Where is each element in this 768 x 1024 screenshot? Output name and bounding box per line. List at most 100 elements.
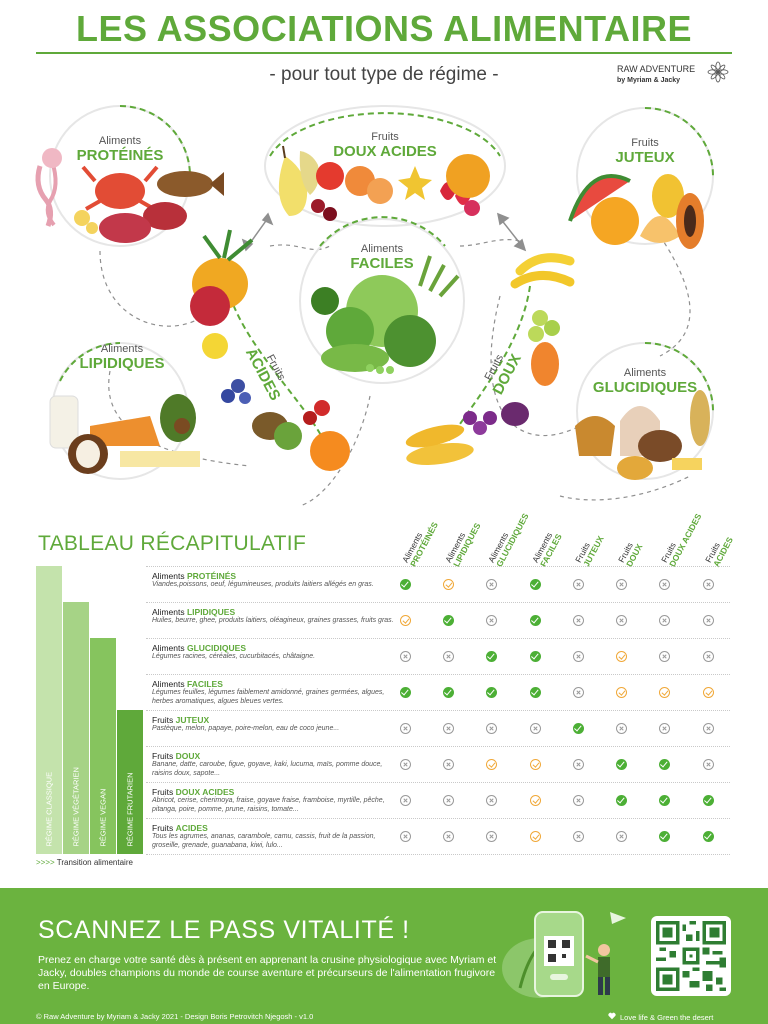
caution-check-icon xyxy=(486,759,497,770)
row-name-big: PROTÉINÉS xyxy=(186,571,237,581)
group-lipidiques-small: Aliments xyxy=(100,343,144,355)
cross-icon xyxy=(486,795,497,806)
row-description: Banane, datte, caroube, figue, goyave, k… xyxy=(152,761,383,777)
group-label-juteux: Fruits JUTEUX xyxy=(585,137,705,165)
row-name: Aliments FACILES xyxy=(152,679,223,689)
row-description: Abricot, cerise, cherimoya, fraise, goya… xyxy=(152,797,385,813)
row-name-big: DOUX xyxy=(175,751,201,761)
cross-icon xyxy=(703,615,714,626)
cross-icon xyxy=(659,579,670,590)
table-row: Fruits DOUX Banane, datte, caroube, figue… xyxy=(146,746,730,782)
sweet-acid-fruits-icon xyxy=(278,145,490,221)
cross-icon xyxy=(486,615,497,626)
transition-arrow: >>>> xyxy=(36,858,55,867)
cross-icon xyxy=(659,615,670,626)
cross-icon xyxy=(486,831,497,842)
table-row: Fruits JUTEUX Pastèque, melon, papaye, po… xyxy=(146,710,730,746)
juicy-fruits-icon xyxy=(568,174,704,249)
check-icon xyxy=(616,795,627,806)
column-header-label: Aliments FACILES xyxy=(530,528,564,569)
diagram-artwork xyxy=(35,105,714,507)
row-name-small: Fruits xyxy=(152,715,174,725)
row-name-big: DOUX ACIDES xyxy=(175,787,235,797)
acid-fruits-icon xyxy=(190,229,350,471)
row-name: Fruits DOUX ACIDES xyxy=(152,787,234,797)
cross-icon xyxy=(703,579,714,590)
cross-icon xyxy=(443,723,454,734)
check-icon xyxy=(530,615,541,626)
row-description: Pastèque, melon, papaye, poire-melon, ea… xyxy=(152,725,340,732)
table-row: Aliments GLUCIDIQUES Légumes racines, cér… xyxy=(146,638,730,674)
row-name: Aliments PROTÉINÉS xyxy=(152,571,236,581)
cross-icon xyxy=(703,759,714,770)
pass-vitalite-banner: SCANNEZ LE PASS VITALITÉ ! Prenez en cha… xyxy=(0,888,768,1024)
table-row: Fruits ACIDES Tous les agrumes, ananas, c… xyxy=(146,818,730,854)
diet-bar: RÉGIME FRUTARIEN xyxy=(117,710,143,854)
row-name: Fruits JUTEUX xyxy=(152,715,209,725)
row-description: Huiles, beurre, ghee, produits laitiers,… xyxy=(152,617,394,624)
table-row: Aliments PROTÉINÉS Viandes,poissons, oeuf… xyxy=(146,566,730,602)
fatty-foods-icon xyxy=(49,394,200,474)
table-row: Aliments LIPIDIQUES Huiles, beurre, ghee,… xyxy=(146,602,730,638)
column-header-label: Fruits JUTEUX xyxy=(573,530,606,568)
group-label-lipidiques: Aliments LIPIDIQUES xyxy=(62,343,182,372)
table-row: Aliments FACILES Légumes feuilles, légume… xyxy=(146,674,730,710)
check-icon xyxy=(530,687,541,698)
row-description: Viandes,poissons, oeuf, légumineuses, pr… xyxy=(152,581,374,588)
brand-line-2: by Myriam & Jacky xyxy=(617,77,681,84)
row-name: Aliments LIPIDIQUES xyxy=(152,607,235,617)
row-name-small: Fruits xyxy=(152,823,174,833)
heart-icon xyxy=(608,1012,616,1020)
cross-icon xyxy=(400,795,411,806)
cross-icon xyxy=(573,831,584,842)
check-icon xyxy=(703,795,714,806)
check-icon xyxy=(443,687,454,698)
cross-icon xyxy=(659,651,670,662)
cross-icon xyxy=(530,723,541,734)
table-title: TABLEAU RÉCAPITULATIF xyxy=(38,532,307,555)
page-title: LES ASSOCIATIONS ALIMENTAIRE xyxy=(75,8,692,49)
diet-bar: RÉGIME CLASSIQUE xyxy=(36,566,62,854)
cross-icon xyxy=(400,723,411,734)
row-name-big: ACIDES xyxy=(175,823,208,833)
row-name-small: Aliments xyxy=(152,679,185,689)
check-icon xyxy=(530,651,541,662)
protein-foods-icon xyxy=(35,148,224,243)
table-bottom-rule xyxy=(146,854,730,855)
cross-icon xyxy=(443,831,454,842)
cross-icon xyxy=(616,831,627,842)
easy-vegetables-icon xyxy=(311,255,460,374)
row-name-small: Fruits xyxy=(152,787,174,797)
title-divider xyxy=(36,52,732,54)
diet-label: RÉGIME FRUTARIEN xyxy=(125,772,135,847)
caution-check-icon xyxy=(616,687,627,698)
group-label-glucidiques: Aliments GLUCIDIQUES xyxy=(580,367,710,396)
group-faciles-big: FACILES xyxy=(350,254,414,272)
column-header-label: Fruits DOUX xyxy=(616,538,644,569)
cross-icon xyxy=(573,795,584,806)
phone-scan-illustration-icon xyxy=(502,911,626,998)
check-icon xyxy=(530,579,541,590)
check-icon xyxy=(486,651,497,662)
caution-check-icon xyxy=(530,795,541,806)
check-icon xyxy=(616,759,627,770)
starchy-foods-icon xyxy=(575,390,710,480)
caution-check-icon xyxy=(530,759,541,770)
group-label-doux-acides: Fruits DOUX ACIDES xyxy=(310,131,460,160)
copyright-footer: © Raw Adventure by Myriam & Jacky 2021 -… xyxy=(36,1012,314,1021)
group-faciles-small: Aliments xyxy=(360,243,404,255)
check-icon xyxy=(573,723,584,734)
banner-title: SCANNEZ LE PASS VITALITÉ ! xyxy=(38,916,410,944)
check-icon xyxy=(486,687,497,698)
group-label-faciles: Aliments FACILES xyxy=(322,243,442,272)
group-proteines-big: PROTÉINÉS xyxy=(76,146,164,164)
banner-text: Prenez en charge votre santé dès à prése… xyxy=(38,954,497,992)
cross-icon xyxy=(616,579,627,590)
cross-icon xyxy=(400,651,411,662)
group-glucidiques-big: GLUCIDIQUES xyxy=(592,378,698,396)
cross-icon xyxy=(659,723,670,734)
group-lipidiques-big: LIPIDIQUES xyxy=(79,354,165,372)
qr-code[interactable] xyxy=(651,916,731,996)
cross-icon xyxy=(573,687,584,698)
group-doux-acides-big: DOUX ACIDES xyxy=(333,142,437,160)
